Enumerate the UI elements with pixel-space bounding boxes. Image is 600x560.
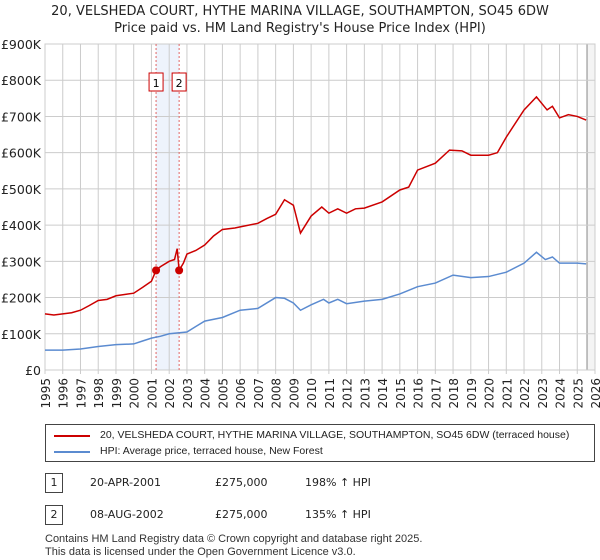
x-tick-label: 1999 xyxy=(110,378,124,409)
y-tick-label: £800K xyxy=(1,73,42,88)
legend-item-hpi: HPI: Average price, terraced house, New … xyxy=(54,445,323,458)
x-tick-label: 2007 xyxy=(252,378,266,409)
legend-swatch xyxy=(54,450,90,453)
x-tick-label: 2008 xyxy=(270,378,284,409)
future-hatch xyxy=(587,44,595,370)
x-tick-label: 2006 xyxy=(234,378,248,409)
transaction-price: £275,000 xyxy=(215,476,268,489)
x-tick-label: 2020 xyxy=(483,378,497,409)
chart-subtitle: Price paid vs. HM Land Registry's House … xyxy=(114,21,486,36)
x-tick-label: 2023 xyxy=(536,378,550,409)
transaction-hpi: 135% ↑ HPI xyxy=(305,508,371,521)
x-tick-label: 2009 xyxy=(287,378,301,409)
legend-swatch xyxy=(54,434,90,437)
x-tick-label: 2003 xyxy=(181,378,195,409)
x-tick-label: 2004 xyxy=(199,378,213,409)
sale-point xyxy=(152,266,161,275)
transaction-row: 1 20-APR-2001 £275,000 198% ↑ HPI xyxy=(45,473,595,493)
legend-label: HPI: Average price, terraced house, New … xyxy=(100,445,323,457)
transaction-date: 08-AUG-2002 xyxy=(90,508,164,521)
x-tick-label: 2001 xyxy=(145,378,159,409)
x-tick-label: 1996 xyxy=(57,378,71,409)
footer-copyright: Contains HM Land Registry data © Crown c… xyxy=(45,533,423,545)
transaction-hpi: 198% ↑ HPI xyxy=(305,476,371,489)
legend-label: 20, VELSHEDA COURT, HYTHE MARINA VILLAGE… xyxy=(100,429,570,441)
x-tick-label: 2013 xyxy=(358,378,372,409)
x-tick-label: 2010 xyxy=(305,378,319,409)
x-tick-label: 2025 xyxy=(571,378,585,409)
y-tick-label: £200K xyxy=(1,291,42,306)
plot-frame xyxy=(44,43,596,371)
sale-label: 1 xyxy=(153,77,160,90)
y-tick-label: £600K xyxy=(1,146,42,161)
x-tick-label: 2012 xyxy=(341,378,355,409)
x-tick-label: 2017 xyxy=(429,378,443,409)
transaction-price: £275,000 xyxy=(215,508,268,521)
hpi-line xyxy=(45,251,587,351)
footer-licence: This data is licensed under the Open Gov… xyxy=(45,546,356,558)
sale-label-box xyxy=(148,72,164,92)
x-tick-label: 2018 xyxy=(447,378,461,409)
transaction-date: 20-APR-2001 xyxy=(90,476,162,489)
y-tick-label: £100K xyxy=(1,327,42,342)
x-tick-label: 2014 xyxy=(376,378,390,409)
x-tick-label: 2000 xyxy=(128,378,142,409)
sale-point xyxy=(175,266,184,275)
y-tick-label: £400K xyxy=(1,218,42,233)
x-tick-label: 1998 xyxy=(92,378,106,409)
y-tick-label: £900K xyxy=(1,37,42,52)
x-tick-label: 2024 xyxy=(554,378,568,409)
x-tick-label: 2021 xyxy=(500,378,514,409)
x-tick-label: 2011 xyxy=(323,378,337,409)
y-tick-label: £300K xyxy=(1,254,42,269)
transaction-badge: 2 xyxy=(45,505,63,525)
x-tick-label: 2005 xyxy=(216,378,230,409)
x-tick-label: 2022 xyxy=(518,378,532,409)
x-tick-label: 2015 xyxy=(394,378,408,409)
sale-label-box xyxy=(171,72,187,92)
transaction-row: 2 08-AUG-2002 £275,000 135% ↑ HPI xyxy=(45,505,595,525)
x-tick-label: 2002 xyxy=(163,378,177,409)
legend: 20, VELSHEDA COURT, HYTHE MARINA VILLAGE… xyxy=(45,424,595,462)
y-tick-label: £0 xyxy=(25,363,41,378)
chart-title: 20, VELSHEDA COURT, HYTHE MARINA VILLAGE… xyxy=(51,4,549,19)
y-tick-label: £700K xyxy=(1,109,42,124)
x-tick-label: 2016 xyxy=(412,378,426,409)
legend-item-property: 20, VELSHEDA COURT, HYTHE MARINA VILLAGE… xyxy=(54,429,569,442)
x-tick-label: 1997 xyxy=(74,378,88,409)
transaction-badge: 1 xyxy=(45,473,63,493)
x-tick-label: 2026 xyxy=(589,378,600,409)
y-tick-label: £500K xyxy=(1,182,42,197)
price-chart: £0 £100K £200K £300K £400K £500K £600K £700K £80… xyxy=(1,37,600,409)
x-tick-label: 2019 xyxy=(465,378,479,409)
property-price-line xyxy=(44,95,587,316)
ownership-shading xyxy=(156,44,180,370)
sale-label: 2 xyxy=(176,77,183,90)
x-tick-label: 1995 xyxy=(39,378,53,409)
